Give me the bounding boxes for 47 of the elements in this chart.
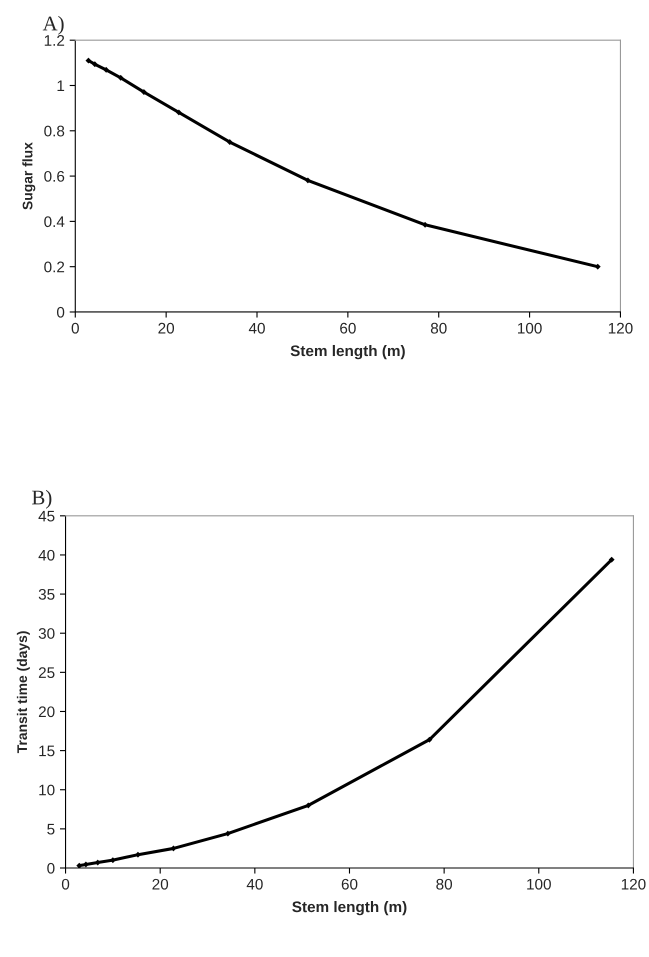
x-tick-label: 100 (527, 878, 551, 890)
y-tick-label: 0.4 (44, 216, 64, 228)
x-tick-label: 100 (518, 322, 542, 334)
point (305, 802, 312, 808)
chart-title: A) (42, 16, 64, 35)
y-tick-label: 0.2 (44, 262, 64, 272)
y-tick-label: 20 (38, 706, 55, 718)
x-tick-label: 20 (158, 322, 174, 334)
x-tick-label: 40 (246, 878, 263, 890)
y-tick-label: 5 (47, 824, 54, 835)
x-tick-label: 20 (152, 878, 168, 890)
point (608, 556, 615, 563)
y-tick-label: 35 (38, 588, 54, 600)
point (304, 177, 311, 184)
x-axis-title: Stem length (m) (290, 344, 405, 360)
y-tick-label: 10 (39, 784, 55, 796)
point (140, 89, 147, 96)
point (86, 58, 92, 64)
y-tick-label: 25 (38, 667, 54, 678)
y-tick-label: 1.2 (44, 35, 64, 46)
point (103, 66, 110, 73)
y-tick-label: 1 (58, 80, 64, 92)
x-tick-label: 40 (248, 322, 265, 334)
x-tick-label: 0 (72, 322, 79, 334)
x-tick-label: 120 (608, 322, 633, 334)
point (426, 736, 432, 743)
y-tick-label: 0.8 (44, 126, 64, 136)
point (118, 74, 124, 81)
y-axis-title: Sugar flux (22, 142, 36, 210)
chart-title: B) (32, 490, 52, 509)
y-tick-label: 15 (39, 746, 54, 756)
y-axis-title: Transit time (days) (16, 631, 30, 754)
y-tick-label: 0 (56, 306, 64, 318)
point (176, 110, 182, 116)
point (92, 61, 98, 68)
y-tick-label: 0.6 (44, 170, 64, 182)
x-tick-label: 60 (340, 322, 356, 334)
x-tick-label: 120 (622, 878, 646, 890)
point (226, 139, 233, 146)
y-tick-label: 40 (38, 550, 55, 561)
x-tick-label: 80 (436, 878, 452, 890)
x-tick-label: 60 (342, 878, 358, 890)
y-tick-label: 30 (38, 628, 55, 639)
y-tick-label: 0 (47, 862, 55, 874)
x-axis-title: Stem length (m) (292, 900, 406, 916)
y-tick-label: 45 (38, 510, 54, 522)
x-tick-label: 80 (430, 322, 447, 334)
